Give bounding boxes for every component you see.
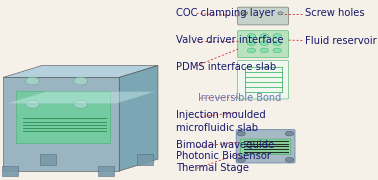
Text: Screw holes: Screw holes [305,8,364,18]
Text: microfluidic slab: microfluidic slab [176,123,258,133]
Bar [137,154,153,165]
Circle shape [285,158,294,162]
Polygon shape [3,66,158,77]
Bar [2,166,18,176]
FancyBboxPatch shape [238,31,288,58]
Circle shape [273,48,282,53]
Polygon shape [16,91,110,143]
FancyBboxPatch shape [238,7,288,25]
Circle shape [260,48,268,53]
Circle shape [247,41,256,46]
Text: COC clamping layer: COC clamping layer [176,8,274,18]
Circle shape [278,12,283,15]
Circle shape [237,131,245,136]
Circle shape [247,34,256,38]
Text: Valve driver interface: Valve driver interface [176,35,284,45]
Circle shape [285,131,294,136]
Circle shape [25,100,39,108]
FancyBboxPatch shape [236,130,295,163]
Text: Irreversible Bond: Irreversible Bond [198,93,282,103]
Text: Photonic Biosensor: Photonic Biosensor [176,151,271,161]
Circle shape [260,34,268,38]
Circle shape [25,77,39,85]
FancyBboxPatch shape [240,139,291,154]
Text: Fluid reservoir: Fluid reservoir [305,36,376,46]
Polygon shape [6,92,155,104]
Polygon shape [3,77,119,171]
Circle shape [247,48,256,53]
Circle shape [273,41,282,46]
Circle shape [237,158,245,162]
Circle shape [73,77,88,85]
Circle shape [73,100,88,108]
Text: Bimodal waveguide: Bimodal waveguide [176,140,274,150]
Bar [40,154,56,165]
Text: Thermal Stage: Thermal Stage [176,163,249,173]
Text: Injection moulded: Injection moulded [176,110,265,120]
Text: PDMS interface slab: PDMS interface slab [176,62,276,72]
Polygon shape [119,66,158,171]
Circle shape [242,12,248,15]
Circle shape [273,34,282,38]
Circle shape [260,41,268,46]
FancyBboxPatch shape [238,60,288,99]
Bar [98,166,115,176]
